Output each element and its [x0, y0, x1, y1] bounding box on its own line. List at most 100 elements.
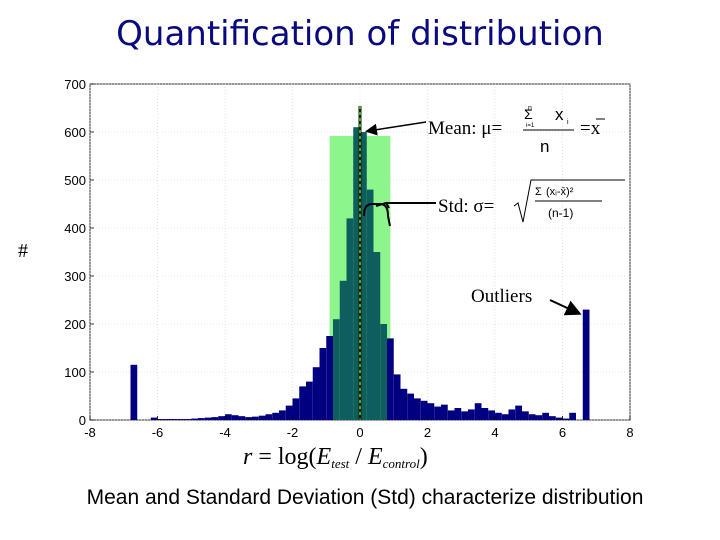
histogram-bar	[279, 410, 286, 420]
y-tick-label: 400	[64, 221, 86, 236]
histogram-bar	[211, 417, 219, 420]
histogram-bar	[515, 405, 522, 420]
std-bracket	[363, 203, 391, 227]
histogram-bar	[407, 393, 414, 420]
std-denominator: (n-1)	[548, 206, 573, 220]
histogram-bar	[387, 338, 394, 420]
histogram-bar	[252, 416, 259, 420]
histogram-bar	[265, 414, 273, 420]
mean-equals-xbar: =x	[580, 118, 601, 139]
histogram-bar	[447, 410, 455, 420]
y-tick-labels: 0 100 200 300 400 500 600 700	[64, 77, 94, 428]
histogram-bar	[312, 367, 320, 420]
histogram-bar	[225, 414, 232, 420]
histogram-bar	[441, 404, 448, 420]
histogram-bar	[474, 403, 482, 420]
x-axis-label: r = log(Etest / Econtrol)	[243, 444, 428, 471]
histogram-bar	[292, 398, 300, 420]
mean-formula: n Σ i=1 x i n	[523, 105, 574, 156]
sqrt-symbol	[513, 179, 625, 223]
histogram-bar	[198, 418, 205, 420]
histogram-bar	[306, 381, 313, 420]
histogram-bar	[569, 412, 576, 420]
histogram-bar	[468, 409, 475, 420]
x-tick-label: 0	[356, 425, 363, 440]
histogram-bar	[528, 414, 536, 420]
x-tick-label: -2	[287, 425, 299, 440]
y-tick-label: 700	[64, 77, 86, 92]
mean-sigma: Σ	[524, 106, 533, 122]
x-tick-label: 6	[559, 425, 566, 440]
histogram-bar	[501, 414, 509, 420]
mean-sigma-bottom: i=1	[526, 123, 535, 129]
histogram-bar	[164, 419, 171, 420]
histogram-bar	[542, 412, 549, 420]
histogram-bar	[562, 418, 570, 420]
x-tick-label: -6	[152, 425, 164, 440]
histogram-bar	[171, 419, 178, 420]
std-formula: Σ (xᵢ-x̄)² (n-1)	[513, 179, 625, 223]
histogram-bar	[258, 415, 266, 420]
x-tick-label: 8	[626, 425, 633, 440]
histogram-bar	[360, 132, 367, 420]
x-tick-label: -4	[219, 425, 231, 440]
histogram-bar	[454, 408, 462, 420]
histogram-bar	[508, 409, 516, 420]
std-sigma: Σ	[535, 186, 542, 198]
histogram-bar	[582, 309, 590, 420]
histogram-bar	[549, 416, 556, 420]
histogram-bar	[245, 417, 252, 420]
histogram-bar	[204, 417, 212, 420]
histogram-bar	[488, 410, 495, 420]
histogram-bar	[299, 386, 306, 420]
histogram-bar	[130, 364, 138, 420]
histogram-bar	[319, 348, 327, 420]
histogram-chart: -8 -6 -4 -2 0 2 4 6 8 0 100 200 300 400 500 600 700 r =…	[64, 77, 634, 471]
histogram-bar	[481, 408, 489, 420]
histogram-bar	[177, 419, 185, 420]
histogram-bar	[535, 415, 543, 420]
histogram-bar	[157, 419, 165, 420]
histogram-bar	[191, 418, 198, 420]
histogram-bar	[522, 411, 529, 420]
histogram-bar	[326, 336, 333, 420]
histogram-bar	[366, 189, 374, 420]
y-tick-label: 600	[64, 125, 86, 140]
histogram-bar	[339, 280, 347, 420]
histogram-bar	[495, 412, 502, 420]
mean-subscript: i	[567, 119, 569, 126]
mean-arrow	[365, 121, 427, 136]
y-tick-label: 0	[79, 413, 86, 428]
histogram-bar	[380, 324, 387, 420]
histogram-bar	[346, 218, 354, 420]
histogram-bar	[420, 400, 428, 420]
outliers-arrow	[549, 299, 582, 316]
std-label: Std: σ=	[438, 196, 494, 217]
outliers-label: Outliers	[471, 286, 532, 307]
histogram-bar	[285, 405, 293, 420]
x-tick-label: -8	[84, 425, 96, 440]
histogram-bars	[130, 127, 590, 420]
histogram-bar	[333, 319, 340, 420]
histogram-bar	[434, 406, 441, 420]
histogram-bar	[400, 388, 408, 420]
histogram-bar	[150, 417, 158, 420]
slide-caption: Mean and Standard Deviation (Std) charac…	[86, 486, 644, 509]
histogram-bar	[272, 412, 279, 420]
y-tick-label: 200	[64, 317, 86, 332]
mean-denominator: n	[540, 137, 549, 156]
x-tick-label: 4	[491, 425, 498, 440]
histogram-bar	[184, 419, 192, 420]
histogram-bar	[461, 411, 468, 420]
y-tick-label: 500	[64, 173, 86, 188]
histogram-bar	[373, 252, 381, 420]
histogram-bar	[414, 398, 421, 420]
mean-label: Mean: μ=	[428, 118, 502, 139]
histogram-bar	[218, 416, 225, 420]
x-tick-labels: -8 -6 -4 -2 0 2 4 6 8	[84, 416, 634, 440]
histogram-bar	[238, 416, 246, 420]
y-axis-label: #	[18, 240, 28, 262]
histogram-bar	[353, 127, 360, 420]
histogram-bar	[555, 417, 563, 420]
histogram-bar	[393, 374, 401, 420]
